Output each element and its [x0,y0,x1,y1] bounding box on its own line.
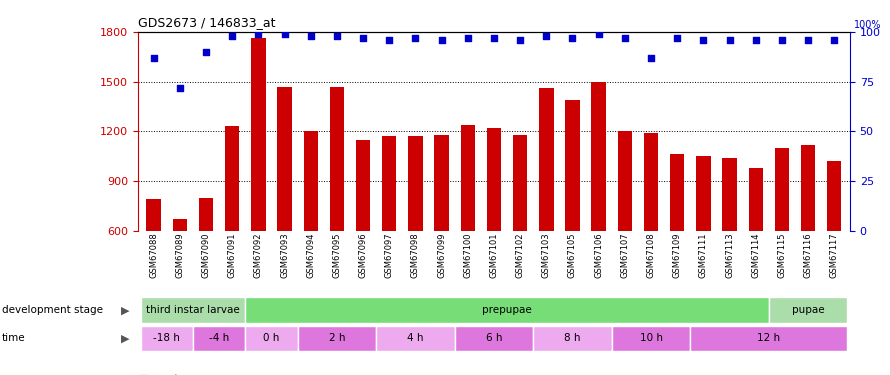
Text: 0 h: 0 h [263,333,279,344]
Bar [827,161,841,231]
Point [592,31,606,37]
Bar [592,82,606,231]
Point [356,35,370,41]
Text: ▶: ▶ [120,305,129,315]
Bar [696,156,710,231]
Bar [455,326,533,351]
Text: GDS2673 / 146833_at: GDS2673 / 146833_at [138,16,275,29]
Bar [246,326,297,351]
Bar [539,88,554,231]
Point [618,35,632,41]
Bar [409,136,423,231]
Bar [147,199,161,231]
Bar [278,87,292,231]
Point [461,35,475,41]
Bar [723,158,737,231]
Bar [565,100,579,231]
Text: pupae: pupae [792,305,824,315]
Text: -18 h: -18 h [153,333,180,344]
Point [225,33,239,39]
Point [748,37,763,43]
Point [303,33,318,39]
Text: 2 h: 2 h [328,333,345,344]
Point [409,35,423,41]
Point [487,35,501,41]
Point [330,33,344,39]
Point [147,55,161,61]
Point [198,49,213,55]
Text: -4 h: -4 h [209,333,230,344]
Text: 100%: 100% [854,21,882,30]
Bar [618,131,632,231]
Point [775,37,789,43]
Text: count: count [150,374,179,375]
Bar [198,198,214,231]
Text: 12 h: 12 h [757,333,781,344]
Bar [748,168,763,231]
Text: ▶: ▶ [120,333,129,344]
Bar [801,144,815,231]
Point [434,37,449,43]
Bar [376,326,455,351]
Point [670,35,684,41]
Bar [691,326,847,351]
Bar [533,326,611,351]
Text: 8 h: 8 h [564,333,581,344]
Point [539,33,554,39]
Point [827,37,841,43]
Bar [225,126,239,231]
Text: development stage: development stage [2,305,102,315]
Point [565,35,579,41]
Text: 10 h: 10 h [640,333,662,344]
Bar [461,124,475,231]
Bar [356,140,370,231]
Bar [251,39,265,231]
Bar [513,135,527,231]
Point [278,31,292,37]
Point [251,31,265,37]
Bar [329,87,344,231]
Text: 6 h: 6 h [486,333,502,344]
Bar [611,326,691,351]
Point [382,37,396,43]
Bar [769,297,847,323]
Point [801,37,815,43]
Text: time: time [2,333,26,344]
Bar [193,326,246,351]
Text: 4 h: 4 h [407,333,424,344]
Bar [643,133,659,231]
Point [513,37,527,43]
Bar [173,219,187,231]
Bar [141,326,193,351]
Text: ■: ■ [138,374,149,375]
Text: prepupae: prepupae [482,305,532,315]
Text: third instar larvae: third instar larvae [146,305,239,315]
Point [643,55,658,61]
Bar [297,326,376,351]
Bar [303,131,318,231]
Point [723,37,737,43]
Bar [382,136,396,231]
Bar [246,297,769,323]
Bar [774,148,789,231]
Bar [670,154,684,231]
Point [173,84,187,90]
Point [696,37,710,43]
Bar [141,297,246,323]
Bar [487,128,501,231]
Bar [434,135,449,231]
